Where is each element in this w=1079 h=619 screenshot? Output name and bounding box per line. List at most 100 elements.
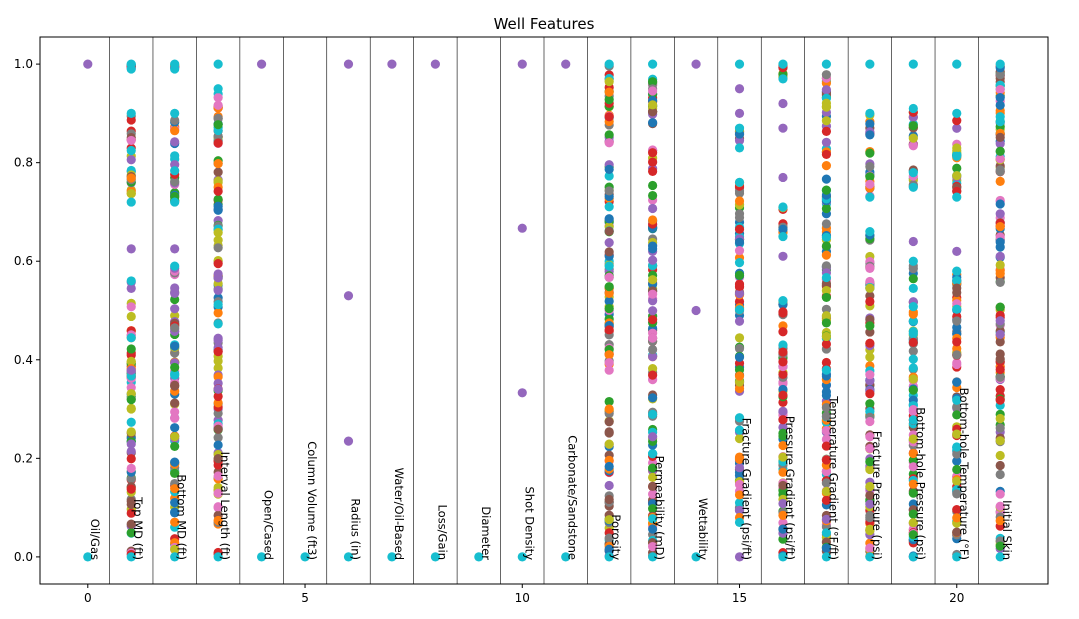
point-feature-3-46 bbox=[213, 408, 223, 419]
point-feature-11-0 bbox=[561, 552, 571, 562]
point-feature-16-44 bbox=[778, 467, 788, 477]
point-feature-19-44 bbox=[908, 346, 918, 356]
point-feature-1-40 bbox=[126, 417, 136, 427]
point-feature-12-52 bbox=[604, 288, 614, 298]
point-feature-15-103 bbox=[734, 108, 745, 118]
point-feature-21-62 bbox=[995, 154, 1005, 164]
point-feature-21-130 bbox=[995, 552, 1005, 562]
column-separators bbox=[109, 37, 979, 584]
x-tick-label-5: 5 bbox=[301, 591, 309, 605]
point-feature-2-76 bbox=[170, 380, 180, 390]
point-feature-15-84 bbox=[734, 371, 745, 381]
point-feature-17-43 bbox=[821, 126, 832, 136]
point-feature-20-74 bbox=[952, 442, 962, 452]
feature-label-9: Diameter bbox=[479, 506, 493, 560]
point-feature-15-70 bbox=[734, 383, 745, 394]
y-tick-label-4: 0.8 bbox=[14, 156, 33, 170]
point-feature-12-96 bbox=[604, 533, 614, 543]
point-feature-20-70 bbox=[952, 350, 962, 360]
point-feature-12-116 bbox=[604, 186, 614, 196]
feature-label-15: Fracture Gradient (psi/ft) bbox=[740, 418, 754, 560]
point-feature-13-118 bbox=[648, 180, 658, 191]
point-feature-3-3 bbox=[213, 363, 223, 373]
point-feature-19-79 bbox=[908, 256, 918, 266]
point-feature-17-117 bbox=[821, 455, 832, 465]
point-feature-17-99 bbox=[821, 250, 832, 260]
point-feature-20-62 bbox=[952, 283, 962, 293]
point-feature-13-99 bbox=[648, 504, 658, 514]
point-feature-18-84 bbox=[865, 370, 875, 380]
point-feature-20-102 bbox=[952, 59, 962, 69]
point-feature-16-89 bbox=[778, 59, 788, 69]
point-feature-16-63 bbox=[778, 510, 788, 520]
point-feature-2-34 bbox=[170, 407, 180, 417]
point-feature-20-47 bbox=[952, 449, 962, 459]
point-feature-12-121 bbox=[604, 87, 614, 97]
point-feature-21-82 bbox=[995, 423, 1005, 433]
point-feature-17-130 bbox=[821, 552, 832, 562]
point-feature-2-67 bbox=[170, 283, 180, 293]
point-feature-21-127 bbox=[995, 460, 1005, 471]
point-feature-19-50 bbox=[908, 509, 918, 519]
point-feature-13-56 bbox=[648, 363, 658, 374]
point-feature-6-1 bbox=[343, 436, 354, 446]
point-feature-17-118 bbox=[821, 185, 832, 195]
point-feature-16-88 bbox=[778, 74, 788, 84]
point-feature-16-54 bbox=[778, 390, 788, 400]
point-feature-17-85 bbox=[821, 486, 832, 496]
point-feature-21-118 bbox=[995, 222, 1005, 232]
point-feature-20-26 bbox=[952, 504, 962, 515]
point-feature-21-105 bbox=[995, 209, 1005, 219]
point-feature-15-50 bbox=[734, 258, 745, 268]
point-feature-3-76 bbox=[213, 398, 223, 408]
point-feature-10-1 bbox=[517, 388, 527, 398]
point-feature-3-33 bbox=[213, 372, 223, 382]
point-feature-2-73 bbox=[170, 431, 180, 442]
point-feature-3-111 bbox=[213, 502, 223, 512]
point-feature-20-49 bbox=[952, 464, 962, 475]
point-feature-1-110 bbox=[126, 244, 136, 254]
point-feature-13-125 bbox=[648, 481, 658, 491]
point-feature-3-110 bbox=[213, 227, 223, 238]
point-feature-15-47 bbox=[734, 434, 745, 444]
point-feature-21-81 bbox=[995, 260, 1005, 270]
point-feature-16-29 bbox=[778, 340, 788, 350]
feature-label-10: Shot Density bbox=[522, 486, 536, 560]
feature-label-20: Bottom-hole Temperature (°F) bbox=[957, 388, 971, 560]
point-feature-17-120 bbox=[821, 261, 832, 271]
point-feature-21-128 bbox=[995, 541, 1005, 551]
point-feature-17-114 bbox=[821, 318, 832, 328]
point-feature-12-126 bbox=[604, 247, 614, 257]
point-feature-21-100 bbox=[995, 436, 1005, 446]
point-feature-18-82 bbox=[865, 283, 875, 293]
point-feature-3-102 bbox=[213, 432, 223, 443]
point-feature-16-65 bbox=[778, 498, 788, 509]
point-feature-18-71 bbox=[865, 513, 875, 523]
point-feature-2-113 bbox=[170, 59, 180, 69]
point-feature-12-71 bbox=[604, 282, 614, 292]
point-feature-16-64 bbox=[778, 452, 788, 462]
point-feature-15-87 bbox=[734, 224, 745, 234]
point-feature-13-113 bbox=[648, 541, 658, 552]
point-feature-2-70 bbox=[170, 441, 180, 452]
point-feature-12-110 bbox=[604, 544, 614, 554]
point-feature-17-131 bbox=[821, 59, 832, 69]
point-feature-14-2 bbox=[691, 59, 701, 69]
point-feature-13-89 bbox=[648, 315, 658, 325]
point-feature-3-120 bbox=[213, 299, 223, 310]
point-feature-1-98 bbox=[126, 197, 136, 207]
point-feature-16-67 bbox=[778, 524, 788, 534]
plot-frame bbox=[39, 36, 1049, 585]
point-feature-18-67 bbox=[865, 443, 875, 454]
point-feature-17-121 bbox=[821, 70, 832, 80]
point-feature-15-32 bbox=[734, 498, 745, 508]
point-feature-18-111 bbox=[865, 108, 875, 118]
point-feature-20-63 bbox=[952, 343, 962, 354]
point-feature-17-73 bbox=[821, 149, 832, 160]
point-feature-19-34 bbox=[908, 434, 918, 444]
point-feature-21-119 bbox=[995, 372, 1005, 382]
point-feature-1-87 bbox=[126, 115, 136, 125]
point-feature-13-130 bbox=[648, 552, 658, 562]
point-feature-21-15 bbox=[995, 251, 1005, 261]
